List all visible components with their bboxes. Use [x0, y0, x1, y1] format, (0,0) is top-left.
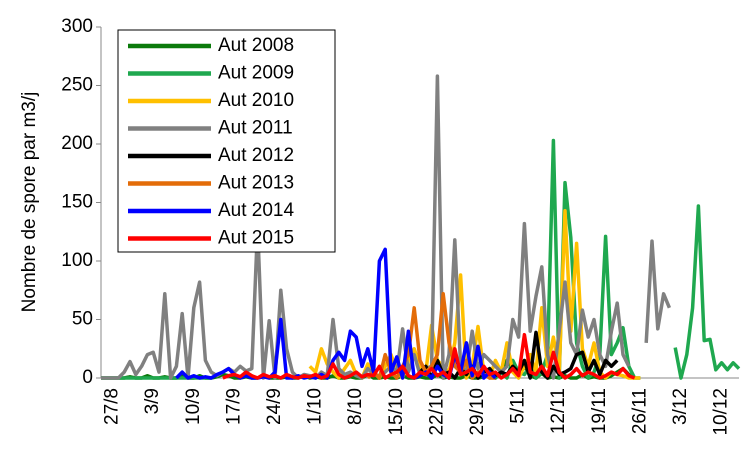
series-line	[222, 332, 636, 380]
legend-label: Aut 2012	[218, 145, 294, 166]
x-tick-label: 10/9	[183, 388, 204, 425]
legend-label: Aut 2011	[218, 118, 293, 139]
legend-label: Aut 2014	[218, 200, 294, 221]
x-tick-label: 10/12	[711, 388, 732, 436]
x-tick-label: 19/11	[589, 388, 610, 434]
x-tick-label: 3/12	[670, 388, 691, 425]
y-tick-label: 100	[61, 250, 93, 271]
y-tick-label: 150	[61, 192, 93, 213]
legend-label: Aut 2009	[218, 63, 294, 84]
legend-box	[117, 29, 336, 253]
x-tick-label: 15/10	[386, 388, 407, 436]
y-tick-label: 50	[72, 309, 93, 330]
y-tick-label: 300	[61, 16, 93, 37]
x-tick-label: 5/11	[508, 388, 529, 424]
x-tick-label: 3/9	[142, 388, 163, 414]
y-tick-label: 200	[61, 133, 93, 154]
x-tick-label: 12/11	[548, 388, 569, 434]
y-axis-label: Nombre de spore par m3/j	[19, 92, 40, 313]
x-tick-label: 1/10	[305, 388, 326, 425]
x-tick-label: 8/10	[345, 388, 366, 425]
x-tick-label: 29/10	[467, 388, 488, 436]
y-tick-label: 250	[61, 75, 93, 96]
x-tick-label: 27/8	[102, 388, 123, 425]
y-tick-label: 0	[82, 367, 93, 388]
x-tick-label: 22/10	[426, 388, 447, 436]
legend-label: Aut 2010	[218, 90, 294, 111]
x-tick-label: 24/9	[264, 388, 285, 425]
x-tick-label: 17/9	[223, 388, 244, 425]
series-line	[101, 74, 672, 380]
legend-label: Aut 2013	[218, 173, 294, 194]
legend-label: Aut 2015	[218, 228, 294, 249]
x-tick-label: 26/11	[629, 388, 650, 434]
legend-label: Aut 2008	[218, 35, 294, 56]
